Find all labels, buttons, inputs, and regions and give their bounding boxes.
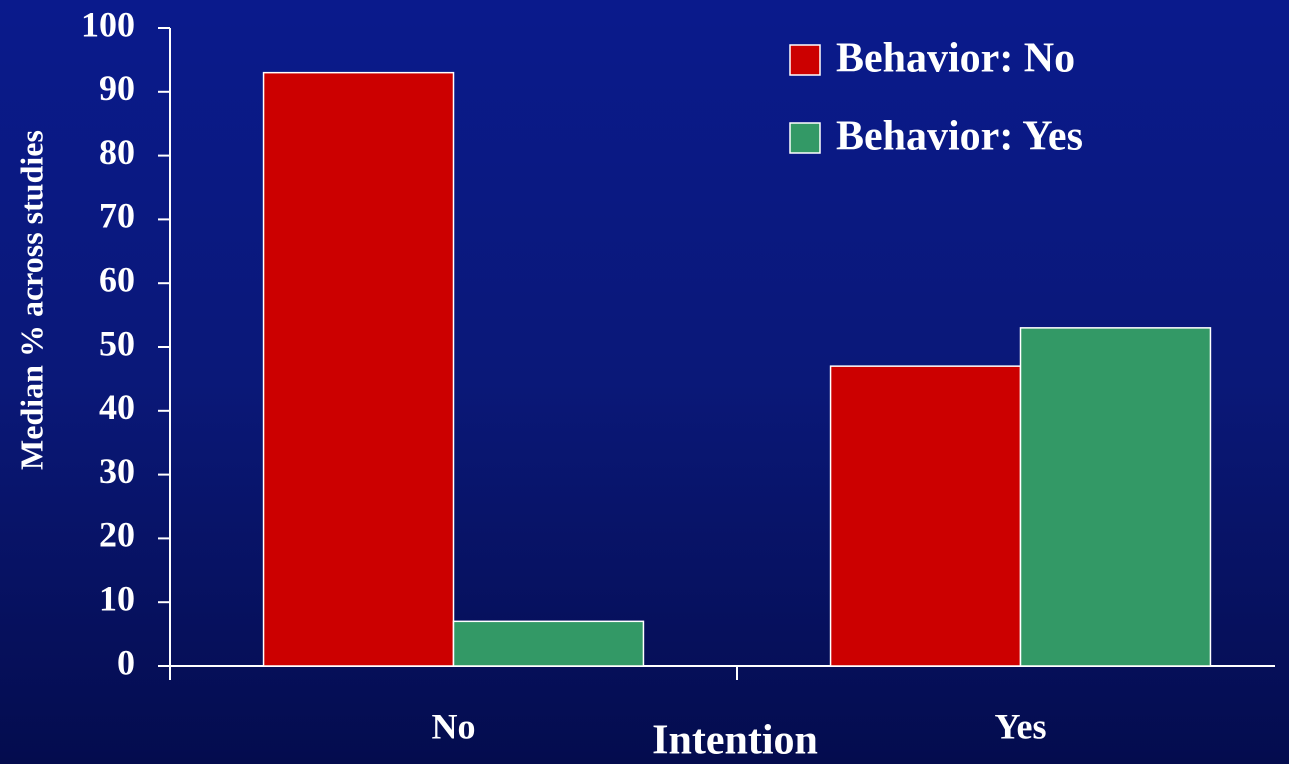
- y-tick-label: 70: [99, 196, 135, 236]
- y-tick-label: 40: [99, 387, 135, 427]
- y-tick-label: 60: [99, 259, 135, 299]
- x-axis-title: Intention: [652, 718, 818, 764]
- y-tick-label: 80: [99, 132, 135, 172]
- bar: [1019, 327, 1212, 667]
- y-tick-label: 50: [99, 323, 135, 363]
- y-tick-label: 10: [99, 578, 135, 618]
- y-tick-label: 90: [99, 68, 135, 108]
- bar: [829, 365, 1022, 667]
- x-tick-label: Yes: [995, 706, 1047, 746]
- legend-swatch: [789, 122, 821, 154]
- bar: [262, 71, 455, 667]
- y-tick-label: 0: [117, 642, 135, 682]
- y-tick-label: 30: [99, 451, 135, 491]
- x-tick-label: No: [432, 706, 476, 746]
- y-tick-label: 20: [99, 515, 135, 555]
- y-axis-title: Median % across studies: [13, 130, 49, 470]
- bar: [452, 620, 645, 667]
- y-tick-label: 100: [81, 4, 135, 44]
- legend-label: Behavior: Yes: [836, 114, 1083, 160]
- legend-swatch: [789, 44, 821, 76]
- legend-label: Behavior: No: [836, 36, 1075, 82]
